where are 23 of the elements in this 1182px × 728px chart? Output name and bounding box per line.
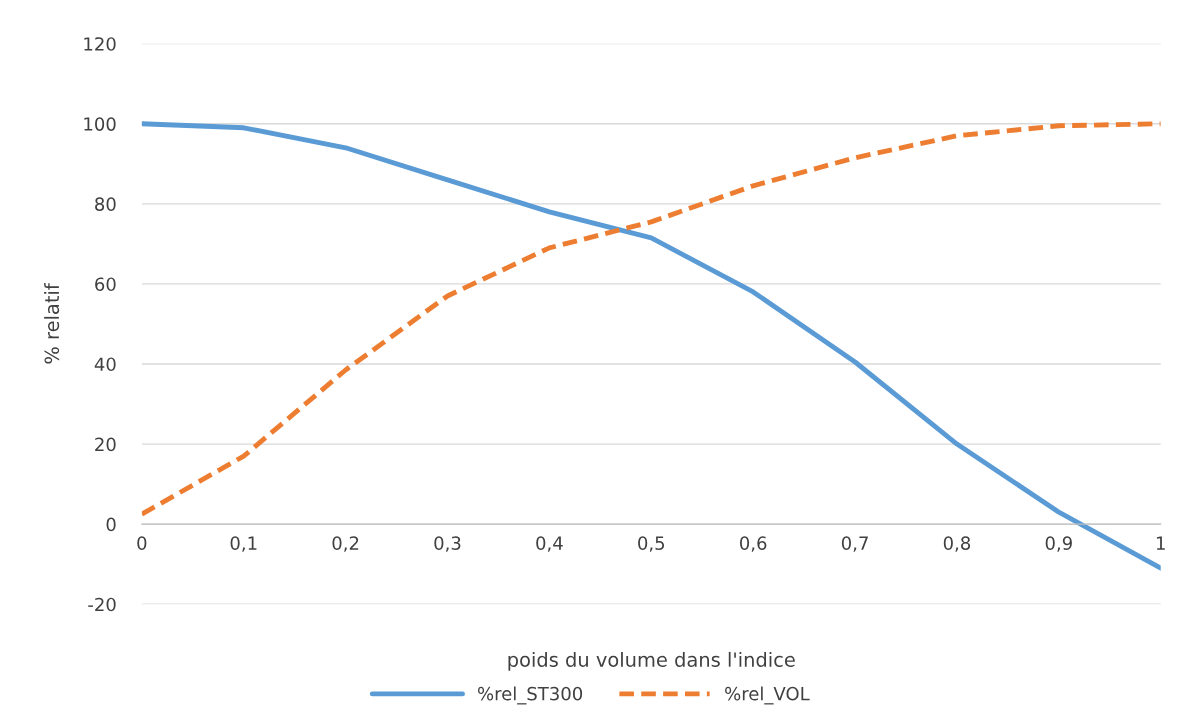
x-tick-label: 0,2	[332, 536, 359, 552]
y-tick-label: -20	[88, 597, 116, 612]
y-tick-label: 120	[84, 37, 116, 51]
y-tick-label: 80	[95, 197, 116, 211]
x-axis-title: poids du volume dans l'indice	[508, 651, 795, 671]
x-tick-label: 0,5	[638, 536, 665, 552]
x-tick-label: 0,7	[841, 536, 868, 552]
y-tick-label: 20	[95, 437, 116, 452]
y-tick-label: 40	[94, 357, 116, 372]
y-tick-label: 60	[95, 277, 116, 292]
y-tick-label: 0	[106, 517, 116, 532]
x-tick-label: 1	[1156, 536, 1165, 550]
x-tick-label: 0,9	[1045, 536, 1072, 552]
y-tick-label: 100	[84, 117, 116, 131]
x-tick-label: 0	[137, 536, 147, 550]
x-tick-label: 0,8	[943, 536, 971, 552]
legend-label: %rel_VOL	[725, 686, 810, 705]
x-tick-label: 0,3	[434, 536, 461, 552]
x-tick-label: 0,1	[230, 536, 257, 552]
x-tick-label: 0,6	[740, 536, 767, 552]
legend-label: %rel_ST300	[477, 686, 583, 705]
x-tick-label: 0,4	[536, 536, 563, 552]
y-axis-title: % relatif	[44, 282, 60, 364]
